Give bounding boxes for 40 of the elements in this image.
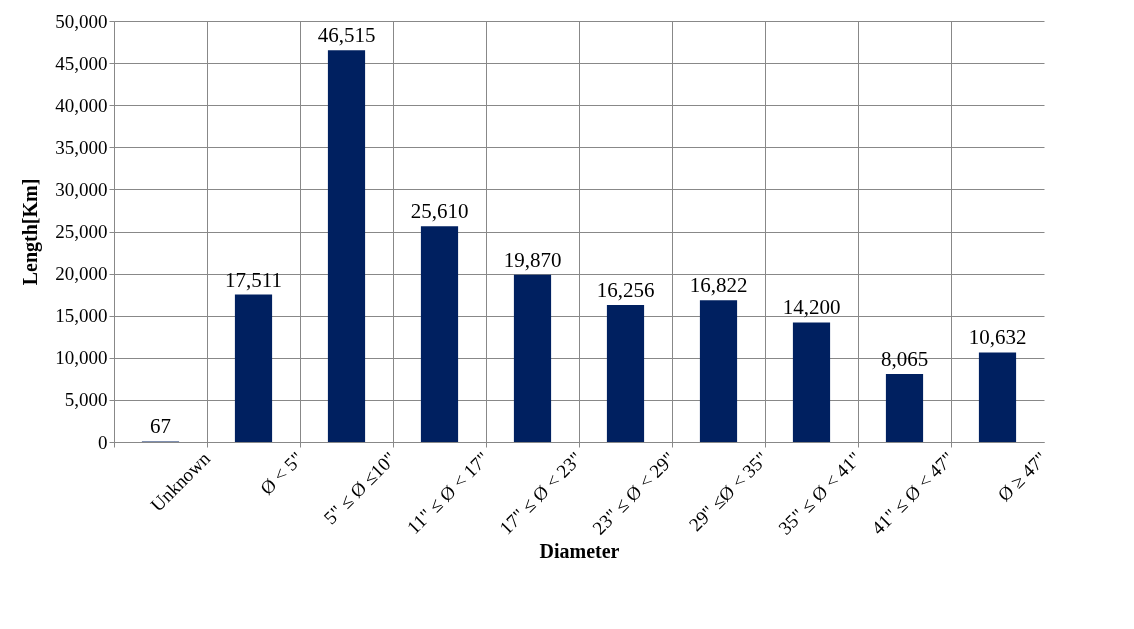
- y-tick-label: 20,000: [55, 263, 108, 285]
- data-label: 8,065: [880, 347, 929, 372]
- bar: [606, 305, 645, 442]
- x-tick-label: Ø ≥ 47": [993, 447, 1052, 506]
- bar: [513, 274, 552, 442]
- data-label: 17,511: [225, 267, 282, 292]
- y-tick-label: 5,000: [64, 389, 108, 411]
- bar: [885, 374, 924, 442]
- data-label: 46,515: [317, 23, 376, 48]
- bar: [699, 300, 738, 442]
- bar: [978, 352, 1017, 442]
- x-tick-label: 11" ≤ Ø < 17": [402, 447, 494, 538]
- x-tick-label: 23" ≤ Ø < 29": [588, 447, 680, 539]
- y-tick-label: 25,000: [55, 221, 108, 242]
- y-tick-label: 45,000: [55, 52, 108, 74]
- x-tick-label: 35" ≤ Ø < 41": [774, 447, 866, 539]
- x-tick-label: Ø < 5": [256, 447, 308, 499]
- data-label: 14,200: [782, 295, 841, 320]
- data-label: 16,822: [689, 273, 748, 298]
- data-label: 25,610: [410, 199, 469, 224]
- data-label: 67: [150, 414, 171, 439]
- bar: [327, 50, 366, 442]
- y-tick-label: 15,000: [55, 305, 108, 327]
- y-tick-label: 10,000: [55, 347, 108, 369]
- x-axis-title: Diameter: [539, 540, 620, 563]
- bar: [792, 322, 831, 442]
- y-axis-title: Length[Km]: [19, 178, 43, 286]
- x-tick-label: 29" ≤Ø < 35": [684, 447, 773, 536]
- x-tick-label: 41" ≤ Ø < 47": [867, 447, 959, 539]
- bar: [420, 226, 459, 442]
- y-tick-label: 35,000: [55, 136, 108, 158]
- bar: [234, 294, 273, 442]
- y-tick-label: 50,000: [55, 10, 108, 32]
- data-label: 10,632: [968, 325, 1027, 350]
- data-label: 16,256: [596, 278, 655, 303]
- y-tick-label: 30,000: [55, 178, 108, 200]
- data-label: 19,870: [503, 247, 562, 272]
- y-tick-label: 40,000: [55, 94, 108, 116]
- x-tick-label: 17" ≤ Ø < 23": [495, 447, 587, 539]
- y-tick-label: 0: [98, 431, 108, 453]
